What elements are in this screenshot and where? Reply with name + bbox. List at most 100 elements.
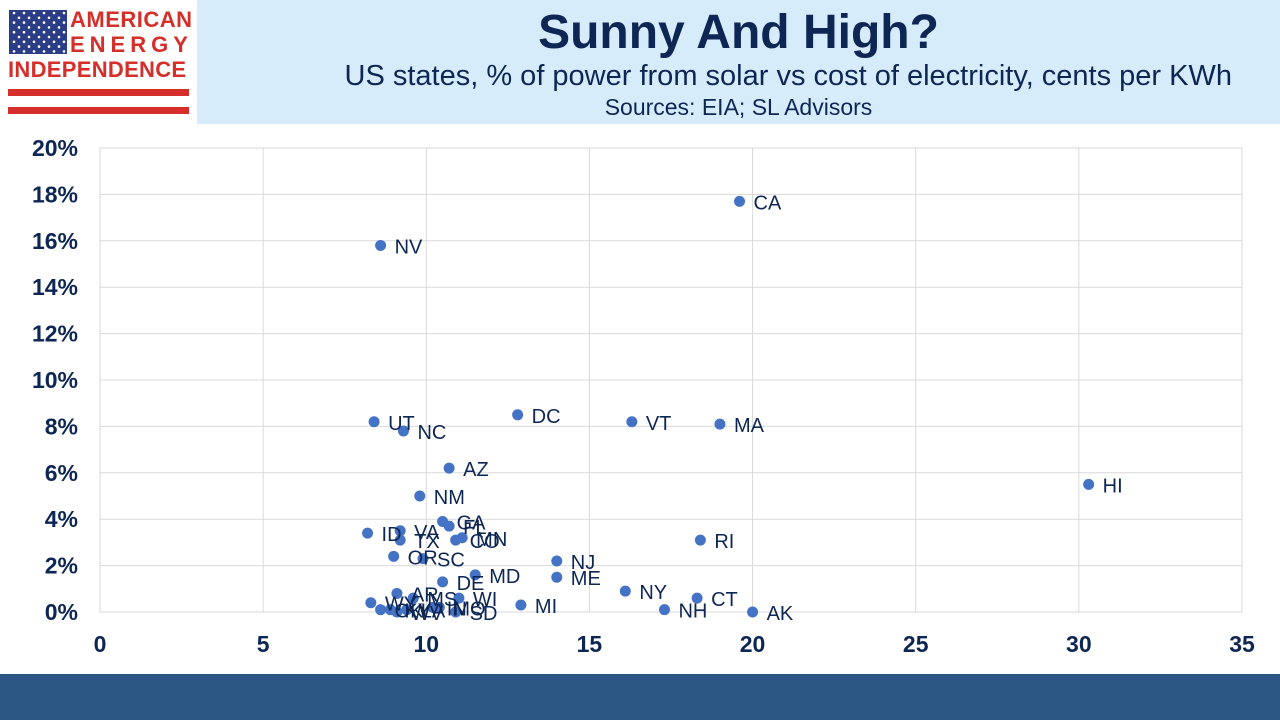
star-icon — [22, 21, 26, 24]
y-tick-label: 8% — [45, 413, 78, 439]
data-label-md: MD — [489, 566, 520, 588]
star-icon — [32, 50, 36, 53]
data-point-sd — [450, 606, 462, 618]
data-label-de: DE — [457, 573, 485, 595]
y-tick-label: 6% — [45, 460, 78, 486]
star-icon — [32, 30, 36, 34]
data-point-ma — [714, 418, 726, 430]
data-label-id: ID — [382, 524, 402, 546]
star-icon — [12, 50, 16, 53]
star-icon — [42, 11, 46, 15]
data-point-sc — [417, 553, 429, 565]
star-icon — [17, 26, 21, 29]
x-tick-label: 25 — [903, 631, 929, 657]
star-icon — [62, 50, 66, 53]
logo: AMERICAN ENERGY INDEPENDENCE — [0, 0, 197, 124]
y-tick-label: 2% — [45, 553, 78, 579]
star-icon — [62, 11, 66, 15]
star-icon — [12, 21, 16, 24]
data-point-ok — [375, 604, 387, 616]
y-tick-label: 20% — [32, 135, 78, 161]
star-icon — [27, 26, 31, 29]
x-tick-label: 20 — [740, 631, 766, 657]
data-label-sc: SC — [437, 550, 465, 572]
star-icon — [52, 11, 56, 15]
star-icon — [12, 11, 16, 15]
data-point-nm — [414, 490, 426, 502]
logo-stripe — [8, 107, 189, 114]
grid — [99, 147, 1243, 613]
data-point-tx — [394, 534, 406, 546]
data-point-az — [443, 462, 455, 474]
chart-subtitle: US states, % of power from solar vs cost… — [344, 60, 1232, 92]
data-label-wy: WY — [385, 594, 417, 616]
data-label-ma: MA — [734, 415, 765, 437]
logo-stripe — [8, 89, 189, 96]
star-icon — [32, 21, 36, 24]
star-icon — [37, 45, 41, 48]
data-point-ri — [694, 534, 706, 546]
data-label-ca: CA — [754, 192, 782, 214]
data-point-or — [388, 550, 400, 562]
star-icon — [27, 16, 31, 20]
star-icon — [42, 21, 46, 24]
y-tick-label: 0% — [45, 599, 78, 625]
data-point-ut — [368, 416, 380, 428]
y-tick-label: 4% — [45, 506, 78, 532]
star-icon — [42, 30, 46, 34]
data-point-md — [469, 569, 481, 581]
data-label-mo: MO — [453, 598, 485, 620]
data-label-ok: OK — [395, 601, 425, 623]
data-point-vt — [626, 416, 638, 428]
x-tick-label: 30 — [1066, 631, 1092, 657]
data-point-de — [437, 576, 449, 588]
scatter-chart: 0% 2% 4% 6% 8% 10% 12% 14% 16% 18% 20% 0 5 10 15 20 25 30… — [32, 135, 1255, 657]
axes: 0% 2% 4% 6% 8% 10% 12% 14% 16% 18% 20% 0 5 10 15 20 25 30… — [32, 135, 1255, 657]
star-icon — [17, 35, 21, 39]
star-icon — [12, 40, 16, 44]
data-point-ms — [407, 592, 419, 604]
star-icon — [22, 30, 26, 34]
star-icon — [47, 26, 51, 29]
data-label-ky: KY — [404, 601, 431, 623]
star-icon — [62, 40, 66, 44]
data-point-wy — [365, 597, 377, 609]
data-label-mi: MI — [535, 596, 557, 618]
star-icon — [42, 50, 46, 53]
data-point-mo — [433, 601, 445, 613]
data-label-ar: AR — [411, 584, 439, 606]
x-tick-label: 0 — [94, 631, 107, 657]
flag-icon — [9, 10, 67, 54]
data-label-nh: NH — [678, 601, 707, 623]
star-icon — [22, 40, 26, 44]
star-icon — [32, 40, 36, 44]
chart-title: Sunny And High? — [538, 6, 939, 59]
y-tick-label: 16% — [32, 228, 78, 254]
data-point-la — [401, 604, 413, 616]
stars-pattern — [12, 11, 66, 53]
star-icon — [47, 16, 51, 20]
star-icon — [17, 16, 21, 20]
star-icon — [22, 11, 26, 15]
x-tick-label: 15 — [577, 631, 603, 657]
star-icon — [52, 40, 56, 44]
x-tick-label: 10 — [413, 631, 439, 657]
data-label-me: ME — [571, 568, 601, 590]
x-tick-label: 5 — [257, 631, 270, 657]
data-point-hi — [1083, 478, 1095, 490]
data-label-nj: NJ — [571, 552, 595, 574]
data-label-co: CO — [470, 531, 500, 553]
data-label-tx: TX — [414, 531, 440, 553]
data-label-va: VA — [414, 522, 440, 544]
star-icon — [12, 30, 16, 34]
data-label-ms: MS — [427, 589, 457, 611]
star-icon — [47, 45, 51, 48]
star-icon — [17, 45, 21, 48]
footer-bar — [0, 674, 1280, 720]
star-icon — [32, 11, 36, 15]
data-label-ga: GA — [457, 513, 487, 535]
data-label-hi: HI — [1103, 475, 1123, 497]
data-label-nv: NV — [395, 236, 423, 258]
data-label-fl: FL — [463, 517, 486, 539]
